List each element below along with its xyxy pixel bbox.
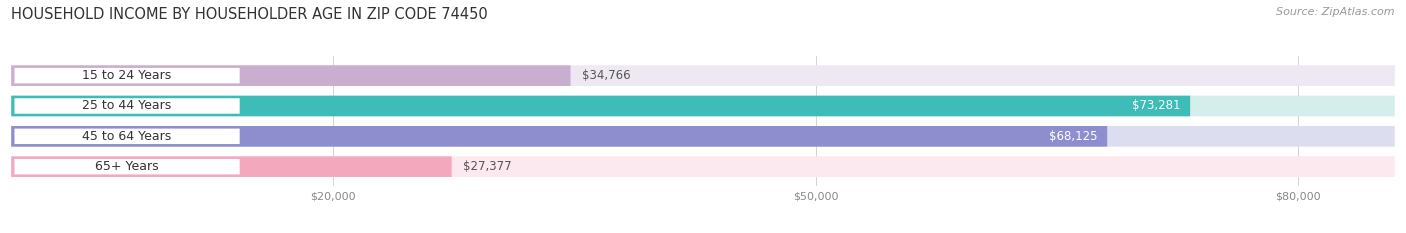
FancyBboxPatch shape	[11, 126, 1107, 147]
FancyBboxPatch shape	[11, 96, 1189, 116]
Text: $73,281: $73,281	[1132, 99, 1181, 113]
FancyBboxPatch shape	[14, 129, 239, 144]
FancyBboxPatch shape	[11, 126, 1395, 147]
Text: 25 to 44 Years: 25 to 44 Years	[83, 99, 172, 113]
FancyBboxPatch shape	[11, 156, 1395, 177]
FancyBboxPatch shape	[11, 65, 571, 86]
Text: $68,125: $68,125	[1049, 130, 1098, 143]
FancyBboxPatch shape	[11, 156, 451, 177]
Text: 65+ Years: 65+ Years	[96, 160, 159, 173]
FancyBboxPatch shape	[14, 98, 239, 114]
Text: Source: ZipAtlas.com: Source: ZipAtlas.com	[1277, 7, 1395, 17]
FancyBboxPatch shape	[11, 65, 1395, 86]
FancyBboxPatch shape	[11, 96, 1395, 116]
Text: 45 to 64 Years: 45 to 64 Years	[83, 130, 172, 143]
Text: HOUSEHOLD INCOME BY HOUSEHOLDER AGE IN ZIP CODE 74450: HOUSEHOLD INCOME BY HOUSEHOLDER AGE IN Z…	[11, 7, 488, 22]
Text: $34,766: $34,766	[582, 69, 630, 82]
Text: 15 to 24 Years: 15 to 24 Years	[83, 69, 172, 82]
FancyBboxPatch shape	[14, 159, 239, 175]
FancyBboxPatch shape	[14, 68, 239, 83]
Text: $27,377: $27,377	[463, 160, 512, 173]
